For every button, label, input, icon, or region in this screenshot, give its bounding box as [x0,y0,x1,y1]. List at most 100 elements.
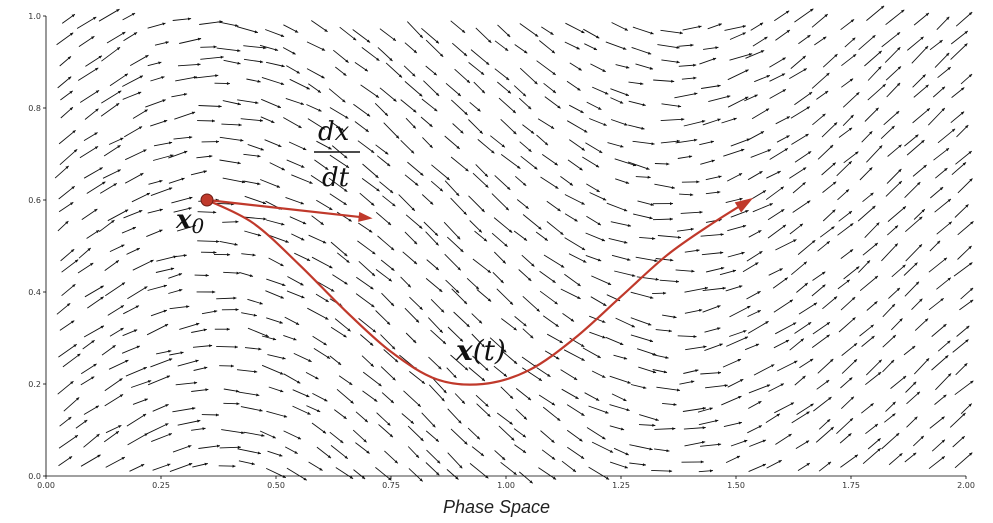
field-arrow [794,8,814,23]
field-arrowhead [948,221,952,225]
field-arrowhead [780,383,784,387]
field-arrowhead [513,360,518,364]
field-arrow [907,36,924,51]
field-arrowhead [158,61,162,65]
field-arrowhead [789,299,793,303]
field-arrow [62,353,81,368]
field-arrow [383,122,400,139]
field-arrow [789,167,807,179]
field-arrow [951,162,967,176]
field-arrow [468,367,486,382]
field-arrow [635,63,654,70]
field-arrowhead [388,477,392,481]
field-arrowhead [846,279,850,283]
field-arrowhead [116,9,120,12]
x-tick-label: 0.75 [382,481,400,490]
field-arrowhead [464,111,468,115]
field-arrowhead [99,167,103,171]
field-arrow [174,111,196,120]
field-arrowhead [485,184,489,188]
field-arrowhead [466,323,470,327]
field-arrowhead [640,82,644,86]
field-arrowhead [215,413,219,417]
field-arrowhead [234,242,238,246]
field-arrow [867,83,886,101]
field-arrow [355,442,370,454]
field-arrowhead [463,300,467,305]
field-arrowhead [581,201,585,205]
field-arrow [583,28,600,39]
field-arrowhead [759,22,764,26]
field-arrowhead [254,30,258,34]
field-arrowhead [781,73,786,77]
field-arrow [238,391,260,396]
field-arrowhead [392,203,396,207]
field-arrowhead [649,447,653,451]
field-arrowhead [671,186,675,190]
field-arrowhead [118,425,122,428]
field-arrowhead [944,168,948,172]
field-arrow [152,154,174,161]
field-arrow [522,295,541,312]
field-arrow [903,262,918,276]
field-arrow [330,241,348,257]
field-arrowhead [524,50,528,54]
field-arrowhead [443,389,447,394]
field-arrow [198,105,222,107]
field-arrow [610,88,630,97]
field-arrow [58,343,77,358]
field-arrow [311,20,328,33]
field-arrow [377,47,393,62]
field-arrowhead [415,454,419,458]
field-arrowhead [745,210,749,213]
field-arrowhead [393,98,397,102]
field-arrow [500,118,517,135]
field-arrowhead [278,144,282,147]
field-arrow [539,290,558,305]
field-arrowhead [117,90,122,94]
field-arrowhead [192,407,196,410]
field-arrowhead [691,380,695,384]
field-arrowhead [550,125,555,129]
field-arrow [880,125,895,140]
field-arrowhead [294,450,298,454]
field-arrow [905,243,923,262]
field-arrowhead [964,363,968,367]
field-arrow [378,424,394,438]
field-arrowhead [891,125,895,130]
field-arrow [953,262,973,277]
field-arrow [409,371,426,385]
field-arrow [881,243,899,262]
field-arrowhead [95,108,99,112]
field-arrowhead [925,13,929,16]
field-arrowhead [197,37,202,41]
field-arrowhead [760,50,765,53]
field-arrow [811,72,830,89]
field-arrowhead [715,46,719,50]
field-arrowhead [119,378,123,382]
field-arrow [79,146,99,159]
field-arrow [61,283,76,297]
field-arrowhead [280,263,284,266]
field-arrowhead [337,361,342,365]
field-arrowhead [962,413,966,417]
field-arrow [443,221,461,240]
field-arrowhead [688,155,693,159]
trajectory-arrowhead [734,197,754,213]
field-arrowhead [880,5,885,9]
field-arrowhead [622,47,627,50]
field-arrow [702,305,721,313]
field-arrowhead [921,140,925,144]
field-arrowhead [603,303,607,306]
field-arrow [862,242,879,256]
field-arrowhead [340,127,344,131]
field-arrowhead [654,259,658,263]
field-arrow [656,386,681,391]
field-arrowhead [374,398,378,402]
field-arrowhead [641,126,645,130]
field-arrowhead [168,349,172,353]
field-arrow [131,192,151,203]
field-arrow [447,452,463,469]
field-arrowhead [856,92,860,96]
field-arrowhead [501,144,505,148]
